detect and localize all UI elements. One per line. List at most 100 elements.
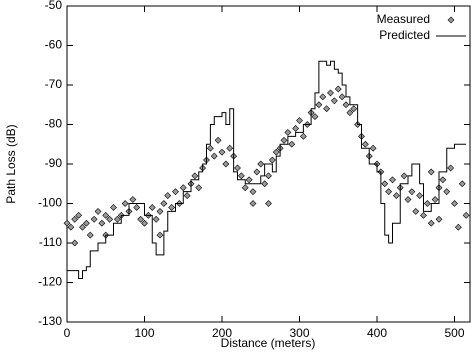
data-point xyxy=(71,215,79,223)
data-point xyxy=(71,239,79,247)
data-point xyxy=(195,184,203,192)
data-point xyxy=(423,200,431,207)
data-point xyxy=(369,144,377,152)
data-point xyxy=(226,144,234,152)
data-point xyxy=(156,231,164,239)
data-point xyxy=(420,211,427,219)
data-point xyxy=(218,148,226,156)
data-point xyxy=(265,172,272,180)
y-tick-label: -120 xyxy=(38,275,62,289)
data-point xyxy=(222,160,230,168)
data-point xyxy=(98,219,106,227)
data-point xyxy=(315,101,323,109)
data-point xyxy=(253,168,261,176)
data-point xyxy=(416,192,424,200)
x-tick-label: 0 xyxy=(64,326,71,340)
data-point xyxy=(245,176,253,184)
data-point xyxy=(350,105,358,113)
y-tick-label: -90 xyxy=(45,156,63,170)
data-point xyxy=(404,196,412,203)
data-point xyxy=(443,188,451,196)
y-tick-label: -70 xyxy=(45,77,63,91)
data-point xyxy=(106,215,114,223)
data-point xyxy=(400,172,408,180)
data-point xyxy=(288,140,296,148)
data-point xyxy=(323,105,331,113)
data-point xyxy=(334,85,342,93)
data-point xyxy=(129,196,137,203)
data-point xyxy=(454,223,462,231)
data-point xyxy=(330,97,338,105)
data-point xyxy=(431,196,439,203)
data-point xyxy=(110,204,117,211)
data-point xyxy=(265,200,272,207)
data-point xyxy=(412,207,420,215)
data-point xyxy=(121,200,129,207)
data-point xyxy=(381,180,389,188)
data-point xyxy=(257,160,265,168)
data-point xyxy=(90,215,98,223)
data-point xyxy=(102,211,110,219)
x-tick-label: 100 xyxy=(134,326,154,340)
data-point xyxy=(311,113,319,121)
x-tick-label: 500 xyxy=(444,326,464,340)
data-point xyxy=(79,223,86,231)
legend-label: Predicted xyxy=(379,28,430,42)
data-point xyxy=(385,188,393,196)
y-tick-label: -60 xyxy=(45,38,63,52)
data-point xyxy=(237,172,245,180)
data-point xyxy=(338,93,346,101)
x-tick-label: 400 xyxy=(367,326,387,340)
data-point xyxy=(451,200,458,207)
data-point xyxy=(67,223,75,231)
data-point xyxy=(63,219,71,227)
data-point xyxy=(152,215,160,223)
data-point xyxy=(427,168,435,176)
data-point xyxy=(319,93,327,101)
data-point xyxy=(392,192,400,200)
data-point xyxy=(272,148,280,156)
legend-label: Measured xyxy=(377,12,430,26)
data-point xyxy=(241,184,249,192)
y-axis-label: Path Loss (dB) xyxy=(4,124,18,203)
step-line xyxy=(67,60,466,280)
y-tick-label: -130 xyxy=(38,314,62,328)
data-point xyxy=(435,215,443,223)
data-point xyxy=(113,215,121,223)
data-point xyxy=(427,219,435,227)
legend-marker xyxy=(447,16,455,24)
data-point xyxy=(82,219,90,227)
data-point xyxy=(408,188,416,196)
data-point xyxy=(179,184,187,192)
data-point xyxy=(327,89,334,97)
data-point xyxy=(210,152,218,160)
data-point xyxy=(133,204,141,211)
data-point xyxy=(214,136,222,144)
x-tick-label: 300 xyxy=(289,326,309,340)
y-tick-label: -100 xyxy=(38,196,62,210)
data-point xyxy=(280,136,288,144)
data-point xyxy=(361,140,369,148)
data-point xyxy=(160,200,168,207)
data-point xyxy=(94,207,102,215)
y-tick-label: -110 xyxy=(39,235,62,249)
data-point xyxy=(206,144,214,152)
data-point xyxy=(75,211,83,219)
data-point xyxy=(168,204,176,211)
data-point xyxy=(268,156,276,164)
data-point xyxy=(261,180,269,188)
data-point xyxy=(458,180,466,188)
data-point xyxy=(164,192,172,200)
data-point xyxy=(299,132,307,140)
data-point xyxy=(292,125,300,132)
data-point xyxy=(191,172,199,180)
data-point xyxy=(234,164,241,172)
y-tick-label: -80 xyxy=(45,117,63,131)
data-point xyxy=(249,188,257,196)
data-point xyxy=(447,164,455,172)
data-point xyxy=(346,109,354,117)
data-point xyxy=(141,219,148,227)
data-point xyxy=(439,176,447,184)
x-tick-label: 200 xyxy=(212,326,232,340)
